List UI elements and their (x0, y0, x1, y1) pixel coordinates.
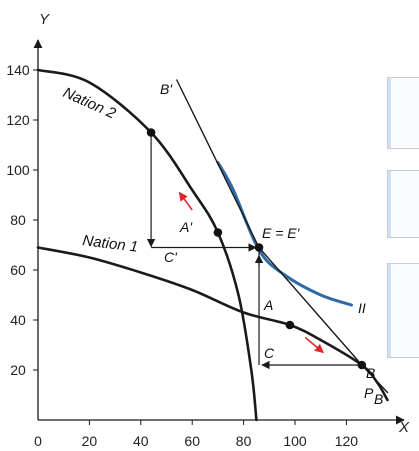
y-tick-20: 20 (10, 362, 26, 378)
label-b-prime: B' (160, 81, 173, 97)
point-ee-prime (254, 243, 264, 252)
x-axis-label: X (398, 419, 410, 436)
y-tick-120: 120 (6, 112, 30, 128)
y-tick-80: 80 (10, 212, 26, 228)
side-panel-3 (387, 263, 419, 358)
y-axis-label: Y (39, 11, 50, 28)
curves (36, 68, 389, 422)
y-tick-100: 100 (6, 162, 30, 178)
label-nation-1: Nation 1 (82, 232, 140, 256)
axes: YX (33, 11, 410, 436)
x-tick-80: 80 (236, 433, 252, 449)
arrow-toward-b-prime (178, 191, 193, 211)
direction-arrows (178, 191, 324, 354)
curve-nation-1 (36, 246, 389, 402)
point-b-prime (146, 128, 156, 137)
label-e: E = E' (262, 225, 301, 241)
curve-p-b (176, 79, 389, 394)
label-p-subscript: B (374, 391, 383, 407)
x-tick-120: 120 (335, 433, 359, 449)
arrow-toward-b (304, 336, 324, 354)
side-panel-1 (387, 77, 419, 149)
label-a: A (263, 297, 273, 313)
x-tick-20: 20 (82, 433, 98, 449)
label-nation-2: Nation 2 (60, 84, 119, 123)
side-panel-2 (387, 170, 419, 238)
label-a-prime: A' (179, 219, 193, 235)
point-a-prime (213, 228, 223, 237)
y-tick-140: 140 (6, 62, 30, 78)
curve-nation-2 (36, 68, 258, 422)
x-tick-60: 60 (184, 433, 200, 449)
point-b (357, 360, 367, 370)
y-tick-40: 40 (10, 312, 26, 328)
x-tick-100: 100 (283, 433, 307, 449)
tick-labels: 0 20 40 60 80 100 120 20 40 60 80 100 120 140 (6, 62, 358, 449)
point-a (285, 320, 295, 330)
label-c-prime: C' (164, 249, 178, 265)
x-tick-0: 0 (34, 433, 42, 449)
x-tick-40: 40 (133, 433, 149, 449)
y-tick-60: 60 (10, 262, 26, 278)
label-p: P (364, 385, 374, 401)
trade-triangles (146, 132, 362, 370)
points (146, 128, 367, 370)
label-b: B (366, 365, 375, 381)
label-c: C (264, 345, 275, 361)
curve-ii (216, 161, 353, 307)
label-ii: II (358, 300, 366, 316)
